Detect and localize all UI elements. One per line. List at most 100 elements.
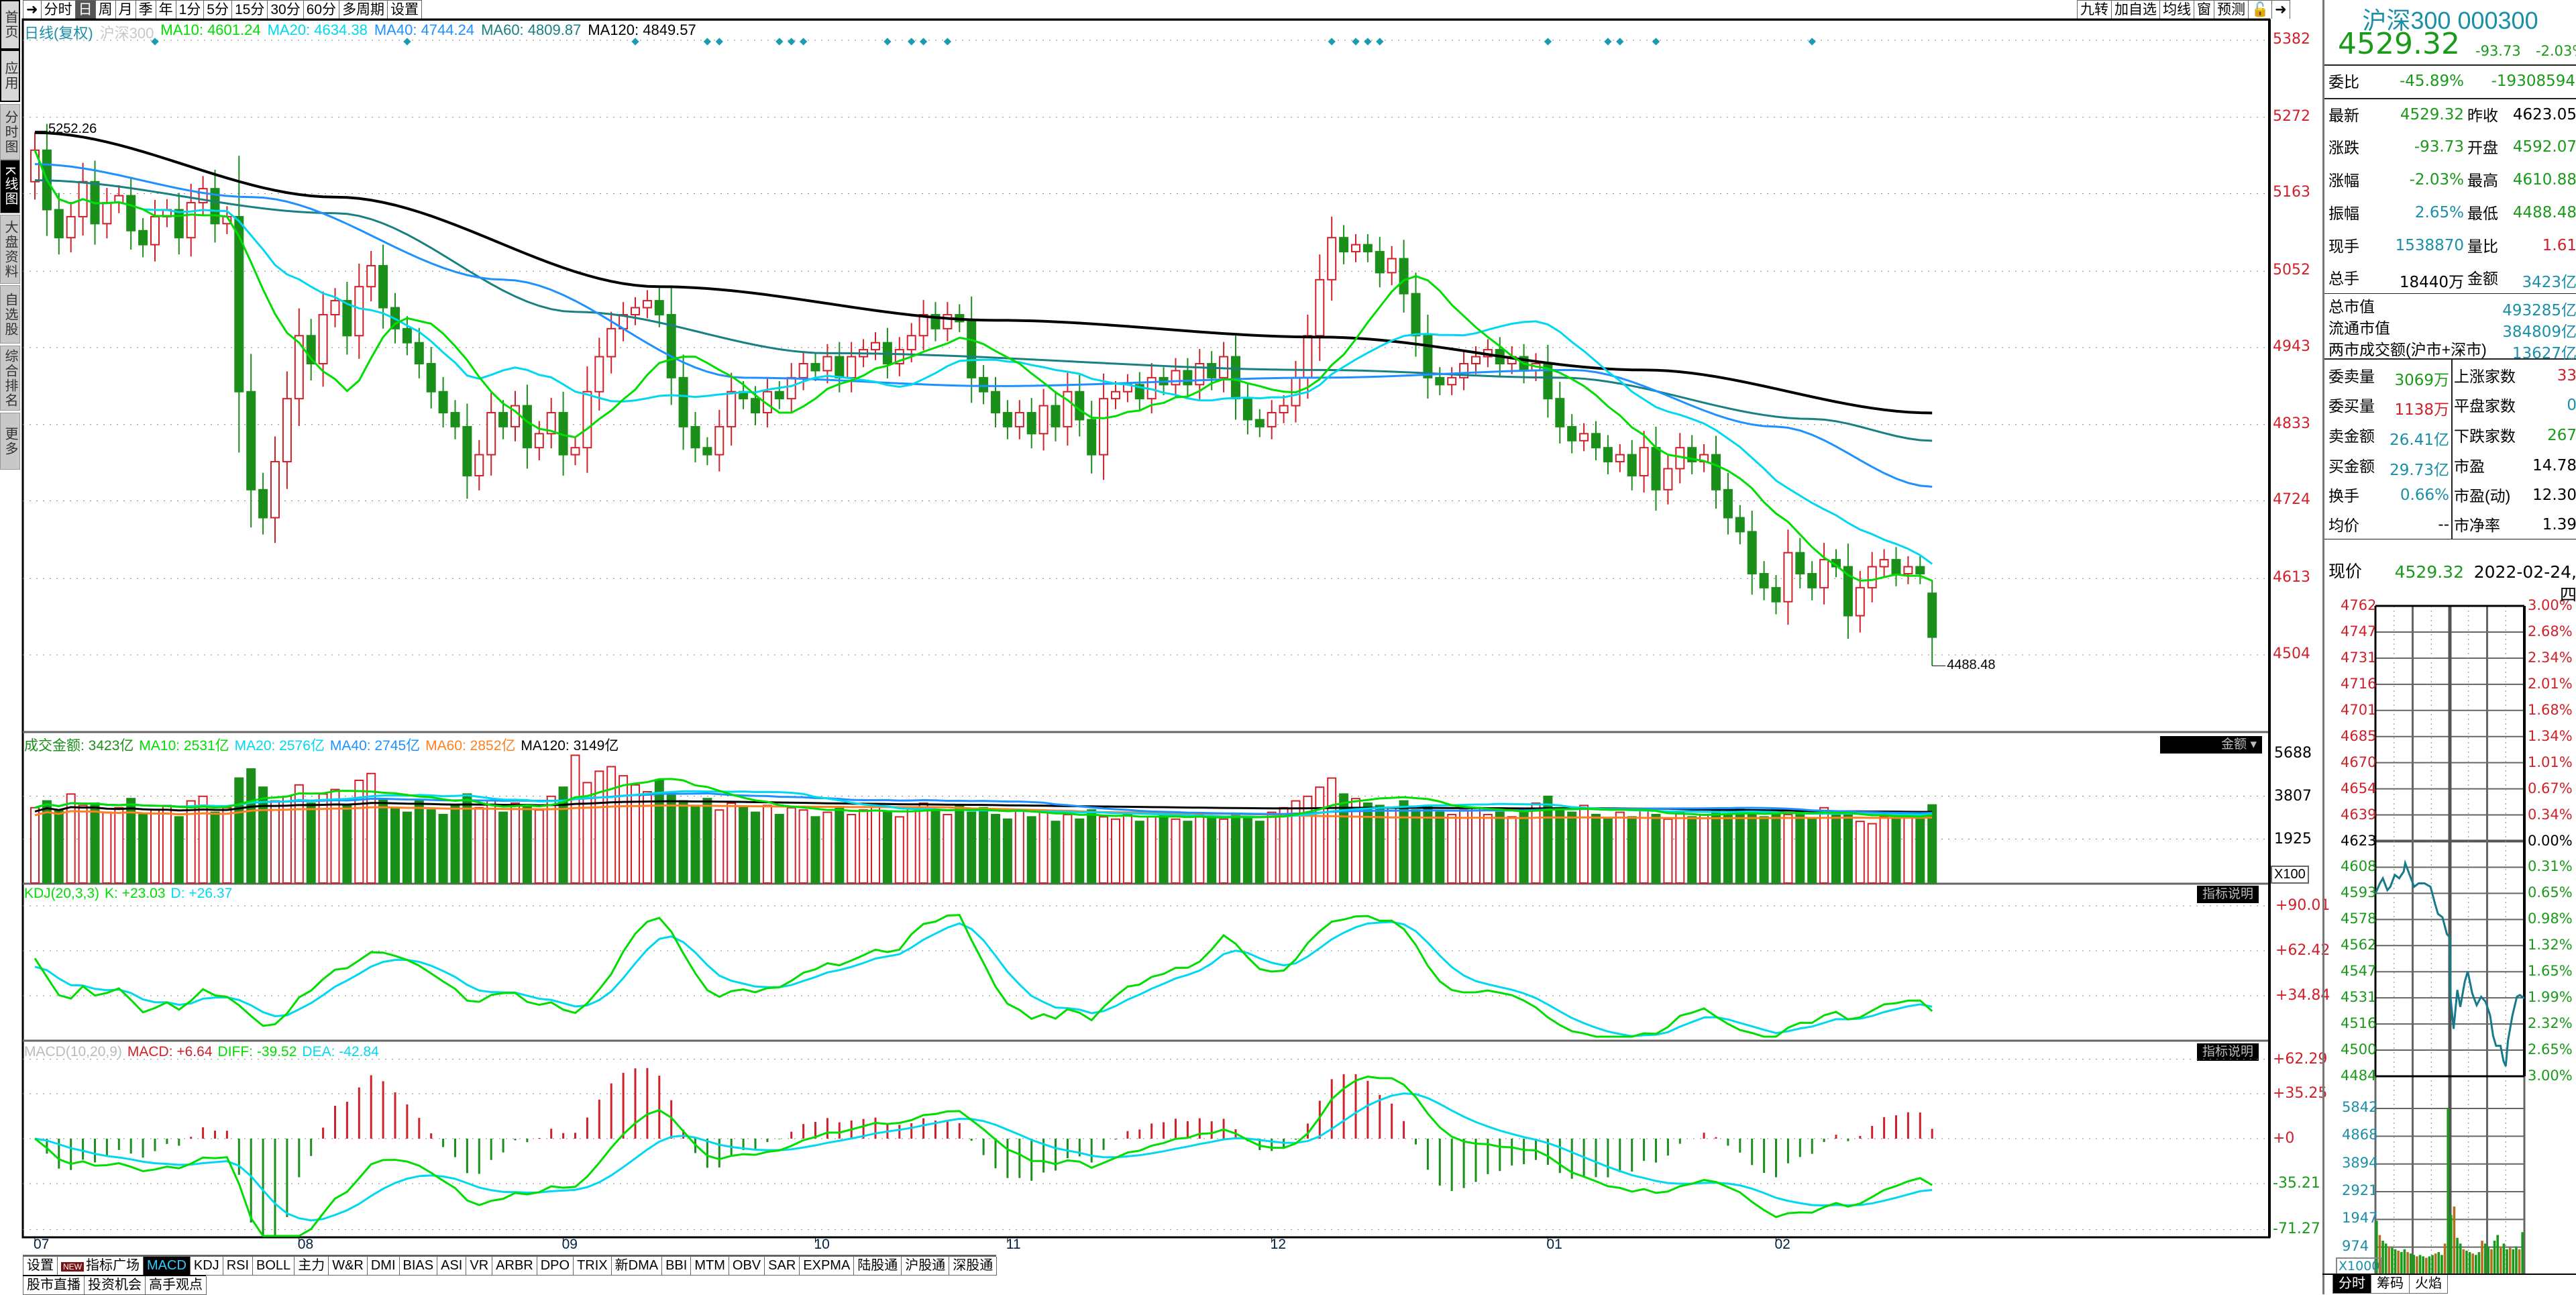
candle-body — [979, 376, 989, 393]
intraday-volume-bar — [2428, 1256, 2431, 1275]
lock-icon[interactable]: 🔓 — [2248, 0, 2273, 19]
intraday-tab-2[interactable]: 火焰 — [2409, 1275, 2448, 1294]
indicator-tab-vr[interactable]: VR — [466, 1257, 493, 1276]
chart-tool-4[interactable]: 预测 — [2214, 0, 2249, 19]
period-tab-8[interactable]: 15分 — [231, 0, 268, 19]
volume-bar — [511, 802, 520, 884]
indicator-tab-bbi[interactable]: BBI — [661, 1257, 692, 1276]
intraday-volume-bar — [2400, 1252, 2403, 1275]
indicator-tab-陆股通[interactable]: 陆股通 — [853, 1257, 902, 1276]
period-tab-10[interactable]: 60分 — [303, 0, 340, 19]
indicator-tab-obv[interactable]: OBV — [728, 1257, 765, 1276]
candle-body — [546, 412, 556, 435]
volume-bar — [1387, 807, 1397, 884]
order-label: 委买量 — [2328, 397, 2375, 415]
candle-body — [810, 363, 820, 372]
period-tab-4[interactable]: 季 — [135, 0, 156, 19]
indicator-tab-expma[interactable]: EXPMA — [799, 1257, 855, 1276]
indicator-tab-dmi[interactable]: DMI — [366, 1257, 400, 1276]
news-tab-1[interactable]: 投资机会 — [84, 1276, 146, 1295]
kdj-help-button[interactable]: 指标说明 — [2197, 886, 2259, 903]
sidebar-item-timeshare[interactable]: 分时图 — [0, 104, 20, 160]
indicator-tab-boll[interactable]: BOLL — [252, 1257, 295, 1276]
indicator-tab-主力[interactable]: 主力 — [294, 1257, 329, 1276]
sidebar-item-watchlist[interactable]: 自选股 — [0, 285, 20, 344]
sidebar-item-home[interactable]: 首页 — [0, 0, 20, 50]
settings-tab[interactable]: 设置 — [23, 1257, 58, 1276]
volume-bar — [606, 766, 616, 884]
signal-marker — [1604, 38, 1612, 46]
chart-tool-0[interactable]: 九转 — [2077, 0, 2112, 19]
volume-bar — [1002, 818, 1012, 884]
volume-type-dropdown[interactable]: 金额 ▾ — [2160, 736, 2262, 754]
indicator-market-label: 指标广场 — [86, 1258, 140, 1273]
indicator-tab-kdj[interactable]: KDJ — [189, 1257, 223, 1276]
period-tab-0[interactable]: 分时 — [40, 0, 76, 19]
sidebar-item-apps[interactable]: 应用 — [0, 50, 20, 102]
candle-body — [234, 215, 244, 393]
kdj-d: D: +26.37 — [170, 886, 233, 901]
sidebar-item-ranking[interactable]: 综合排名 — [0, 346, 20, 411]
candle-body — [1579, 433, 1589, 442]
period-tab-1[interactable]: 日 — [74, 0, 96, 19]
sidebar-item-kline[interactable]: K线图 — [0, 160, 20, 213]
volume-bar — [979, 807, 989, 884]
indicator-tab-沪股通[interactable]: 沪股通 — [901, 1257, 950, 1276]
indicator-tab-trix[interactable]: TRIX — [573, 1257, 612, 1276]
news-tab-0[interactable]: 股市直播 — [23, 1276, 85, 1295]
volume-bar — [1327, 777, 1337, 884]
intraday-price-label: 4531 — [2341, 989, 2377, 1006]
intraday-volume-bar — [2437, 1252, 2440, 1275]
candle-body — [1254, 419, 1265, 427]
indicator-tab-asi[interactable]: ASI — [437, 1257, 467, 1276]
symbol-label: 沪深300 — [99, 25, 154, 42]
period-tab-5[interactable]: 年 — [155, 0, 176, 19]
indicator-tab-macd[interactable]: MACD — [143, 1257, 191, 1276]
period-tab-6[interactable]: 1分 — [175, 0, 205, 19]
candle-body — [1002, 412, 1012, 427]
indicator-tab-sar[interactable]: SAR — [764, 1257, 800, 1276]
candle-body — [462, 425, 472, 476]
volume-bar — [270, 800, 280, 884]
volume-bar — [1099, 816, 1109, 884]
macd-help-button[interactable]: 指标说明 — [2197, 1043, 2259, 1061]
collapse-arrow-icon[interactable]: ➜ — [23, 0, 42, 19]
indicator-market-tab[interactable]: NEW 指标广场 — [57, 1257, 144, 1276]
candle-body — [378, 264, 388, 309]
indicator-tab-新dma[interactable]: 新DMA — [610, 1257, 663, 1276]
period-tab-2[interactable]: 周 — [95, 0, 116, 19]
candle-body — [1915, 566, 1925, 574]
candle-body — [786, 376, 796, 400]
volume-bar — [1639, 809, 1649, 884]
ma60-line — [34, 179, 1933, 442]
intraday-tab-0[interactable]: 分时 — [2332, 1275, 2371, 1294]
period-tab-12[interactable]: 设置 — [387, 0, 423, 19]
period-tab-3[interactable]: 月 — [115, 0, 136, 19]
indicator-tab-rsi[interactable]: RSI — [222, 1257, 254, 1276]
volume-bar — [450, 805, 460, 884]
news-tab-2[interactable]: 高手观点 — [145, 1276, 207, 1295]
chart-tool-1[interactable]: 加自选 — [2111, 0, 2160, 19]
period-tab-9[interactable]: 30分 — [267, 0, 304, 19]
candle-body — [654, 300, 664, 315]
candle-body — [1231, 356, 1240, 400]
candle-body — [798, 363, 808, 378]
period-tab-7[interactable]: 5分 — [203, 0, 232, 19]
expand-arrow-icon[interactable]: ➜ — [2271, 0, 2290, 19]
indicator-tab-深股通[interactable]: 深股通 — [949, 1257, 998, 1276]
intraday-price-label: 4639 — [2341, 806, 2377, 823]
indicator-tab-bias[interactable]: BIAS — [398, 1257, 438, 1276]
indicator-tab-mtm[interactable]: MTM — [690, 1257, 729, 1276]
indicator-tab-arbr[interactable]: ARBR — [492, 1257, 537, 1276]
volume-bar — [1891, 818, 1901, 884]
indicator-tab-dpo[interactable]: DPO — [536, 1257, 574, 1276]
candle-body — [1014, 412, 1024, 427]
quote-label: 最低 — [2467, 205, 2498, 222]
volume-bar — [90, 802, 100, 884]
indicator-tab-w&r[interactable]: W&R — [328, 1257, 368, 1276]
intraday-volume-bar — [2500, 1246, 2502, 1275]
intraday-tab-1[interactable]: 筹码 — [2371, 1275, 2410, 1294]
sidebar-item-more[interactable]: 更多 — [0, 413, 20, 470]
sidebar-item-market-info[interactable]: 大盘资料 — [0, 215, 20, 284]
